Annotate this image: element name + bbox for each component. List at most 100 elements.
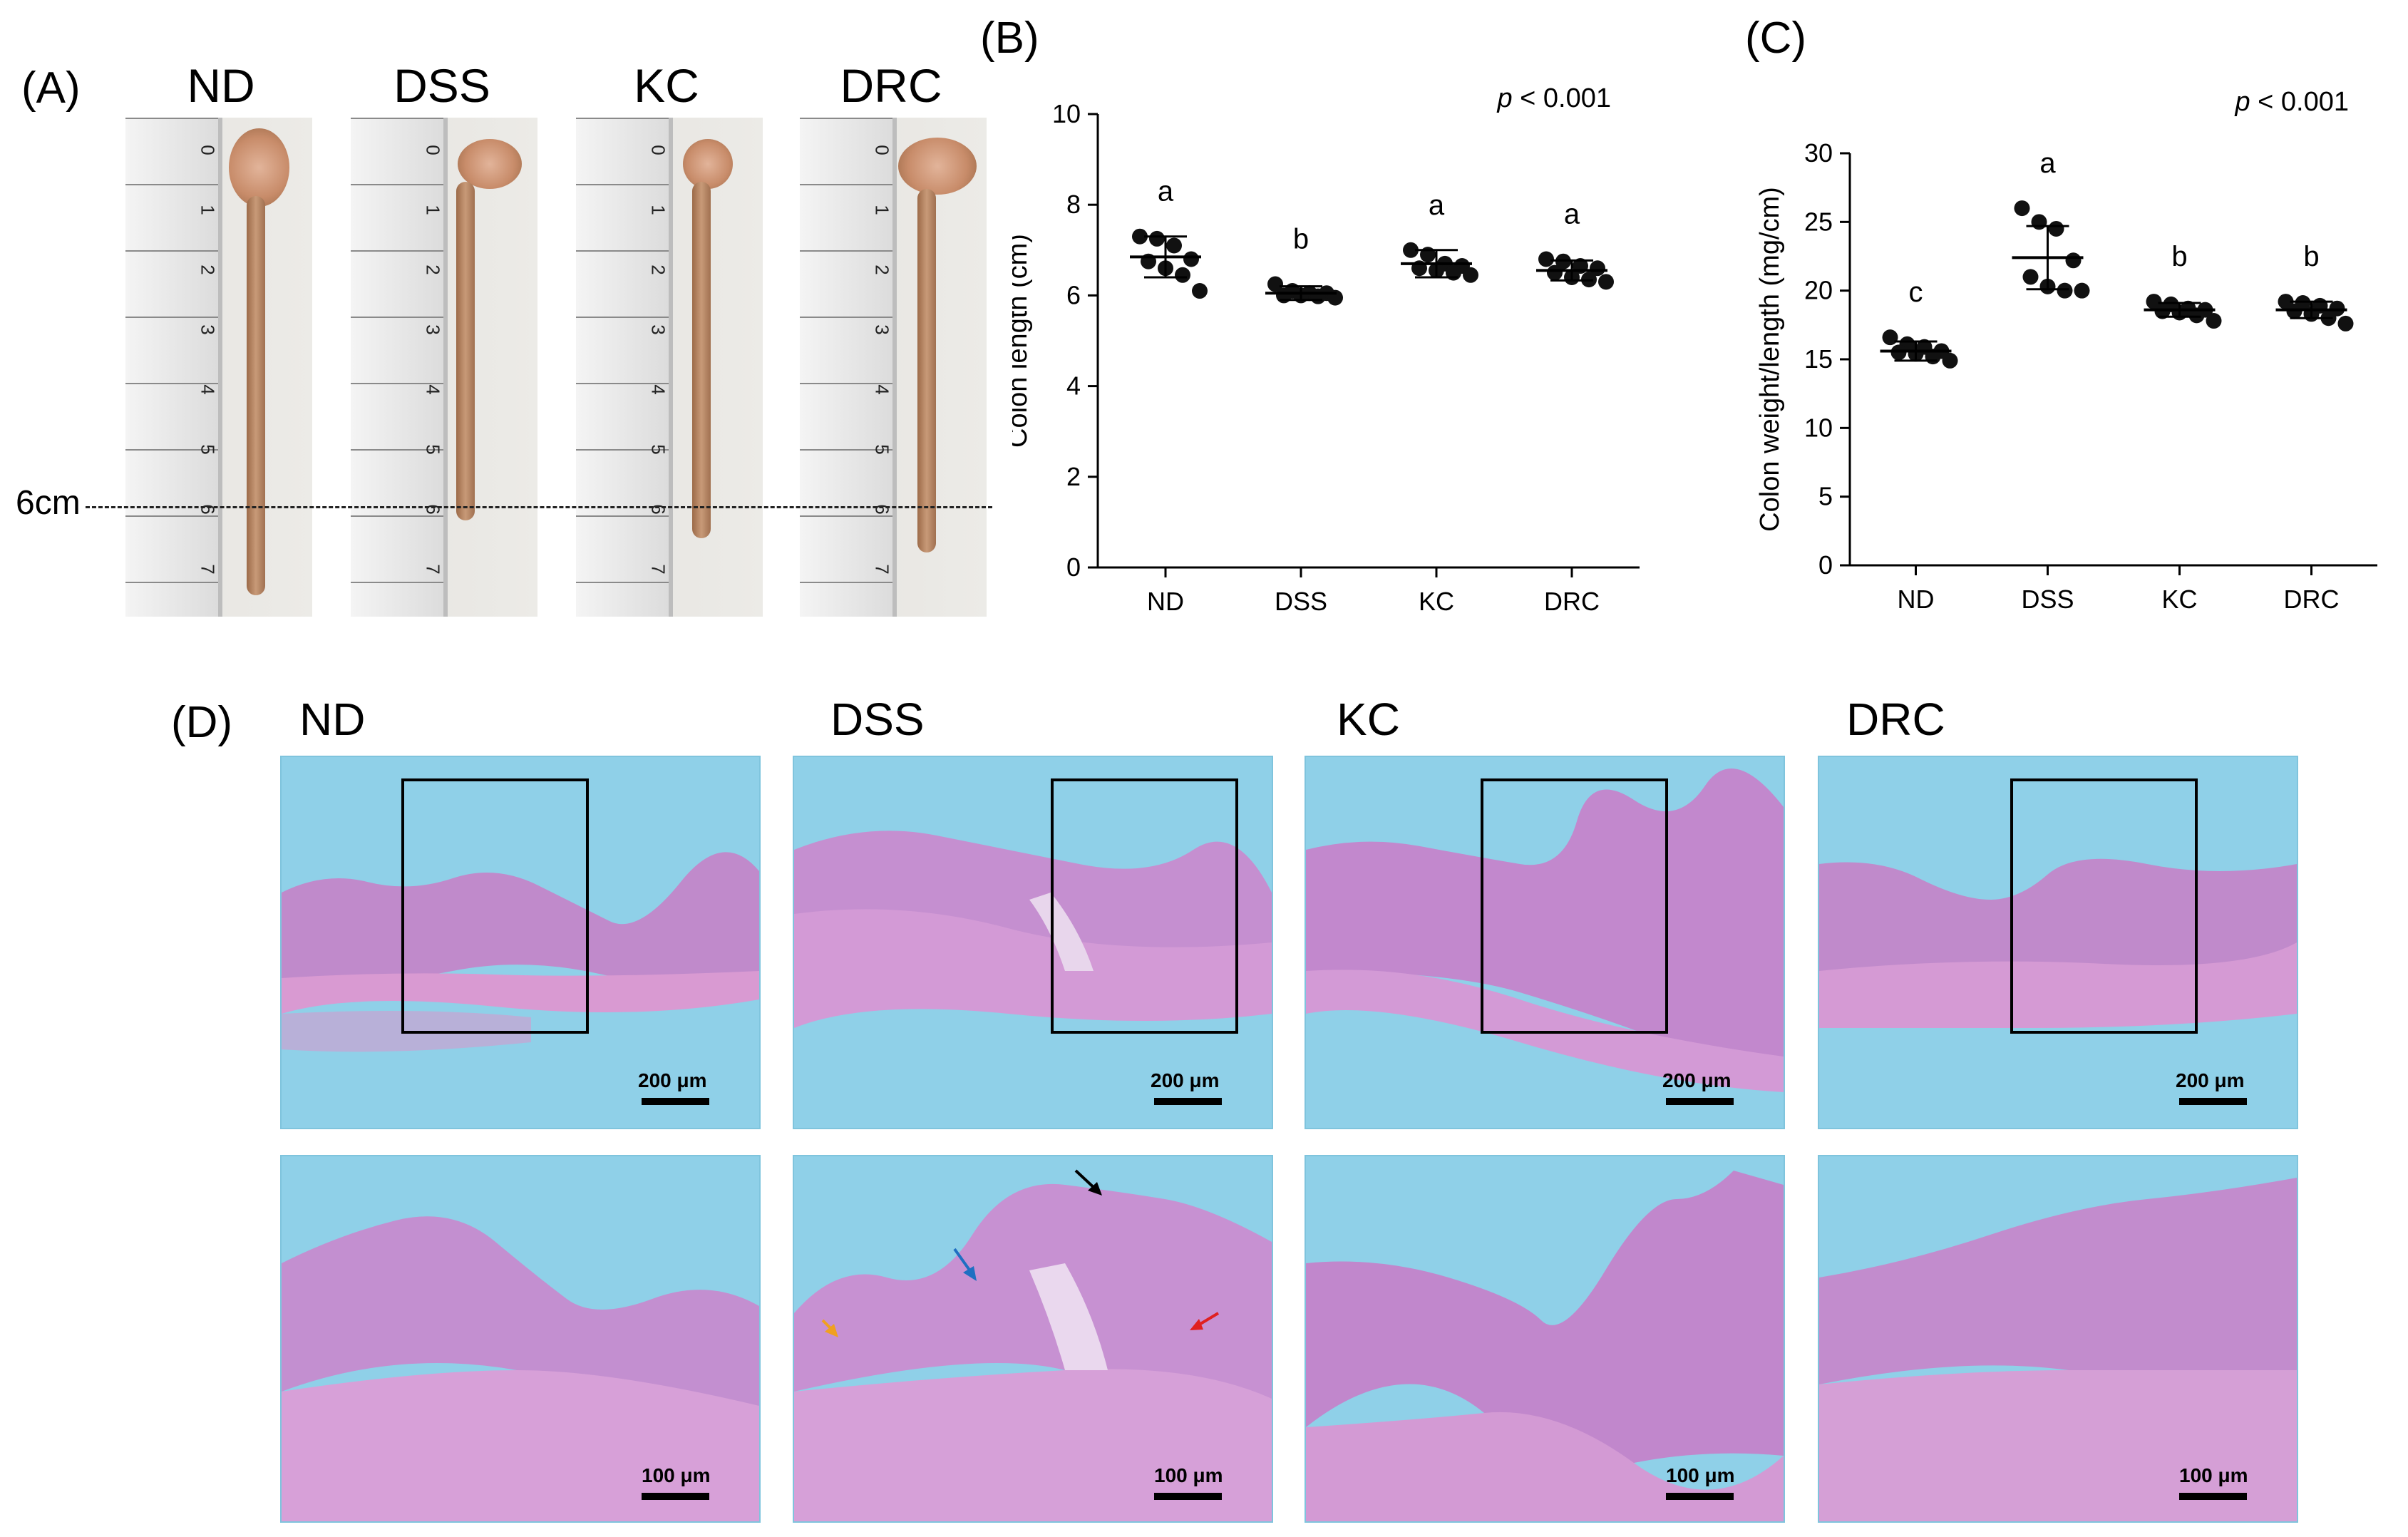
ruler: 012345678 bbox=[351, 118, 448, 617]
ruler-number: 0 bbox=[647, 145, 669, 155]
panel-d-group-label-kc: KC bbox=[1337, 694, 1400, 745]
data-point bbox=[2074, 282, 2090, 299]
data-point bbox=[1267, 276, 1283, 292]
data-point bbox=[1149, 230, 1165, 247]
y-tick-label: 2 bbox=[1066, 462, 1081, 491]
micrograph-dss-200um: 200 μm bbox=[793, 756, 1273, 1129]
scale-label: 200 μm bbox=[1151, 1069, 1220, 1091]
micrograph-nd-200um: 200 μm bbox=[280, 756, 761, 1129]
chart-b: 0 2 4 6 8 10 Colon length (cm) p < 0.001 ND a DSS b… bbox=[1012, 83, 1640, 616]
scale-label: 100 μm bbox=[1154, 1464, 1223, 1486]
x-tick-label: KC bbox=[1419, 587, 1454, 616]
ruler-number: 7 bbox=[871, 564, 893, 575]
ruler-number: 7 bbox=[422, 564, 444, 575]
data-point bbox=[1192, 283, 1208, 299]
ruler-number: 7 bbox=[197, 564, 219, 575]
panel-a-label: (A) bbox=[21, 63, 81, 113]
tissue bbox=[1819, 858, 2297, 1028]
cecum bbox=[683, 139, 733, 189]
y-tick-label: 20 bbox=[1804, 276, 1833, 305]
y-tick-label: 5 bbox=[1818, 482, 1833, 511]
data-point bbox=[2048, 220, 2064, 237]
ruler-number: 0 bbox=[197, 145, 219, 155]
panel-c-label: (C) bbox=[1745, 14, 1807, 63]
micrograph-drc-100um: 100 μm bbox=[1818, 1155, 2298, 1523]
scale-bar bbox=[1666, 1098, 1734, 1105]
scale-label: 100 μm bbox=[1666, 1464, 1735, 1486]
data-point bbox=[1175, 267, 1190, 283]
ruler-number: 3 bbox=[197, 324, 219, 335]
panel-a-group-label-drc: DRC bbox=[840, 59, 942, 112]
scale-bar bbox=[1154, 1493, 1222, 1500]
micrograph-kc-100um: 100 μm bbox=[1305, 1155, 1785, 1523]
ruler-number: 5 bbox=[647, 444, 669, 455]
y-tick-label: 0 bbox=[1066, 552, 1081, 582]
significance-letter: a bbox=[1429, 190, 1445, 221]
scale-label: 200 μm bbox=[1662, 1069, 1732, 1091]
ruler-number: 4 bbox=[422, 384, 444, 395]
tissue bbox=[282, 1216, 759, 1521]
micrograph-kc-200um: 200 μm bbox=[1305, 756, 1785, 1129]
inset-box bbox=[1481, 778, 1668, 1034]
y-tick-label: 10 bbox=[1052, 99, 1081, 128]
colon-photo-drc: 012345678 bbox=[800, 118, 987, 617]
ruler-number: 1 bbox=[647, 205, 669, 215]
y-tick-label: 8 bbox=[1066, 190, 1081, 219]
micrograph-dss-100um: 100 μm bbox=[793, 1155, 1273, 1523]
ruler-number: 4 bbox=[647, 384, 669, 395]
tissue bbox=[794, 831, 1272, 1028]
ruler: 012345678 bbox=[125, 118, 222, 617]
tissue bbox=[1819, 1178, 2297, 1521]
colon-photo-dss: 012345678 bbox=[351, 118, 537, 617]
data-point bbox=[1403, 242, 1419, 258]
ruler-number: 2 bbox=[422, 264, 444, 275]
data-point bbox=[1183, 251, 1199, 267]
y-tick-label: 30 bbox=[1804, 138, 1833, 168]
ruler-number: 2 bbox=[647, 264, 669, 275]
x-tick-label: DSS bbox=[2021, 585, 2074, 614]
data-point bbox=[1547, 264, 1563, 281]
ruler-number: 2 bbox=[871, 264, 893, 275]
panel-a-group-label-kc: KC bbox=[634, 59, 699, 112]
panel-d-group-label-nd: ND bbox=[299, 694, 366, 745]
y-tick-label: 6 bbox=[1066, 280, 1081, 309]
tissue bbox=[282, 852, 759, 1052]
data-point bbox=[2014, 200, 2030, 217]
panel-d-label: (D) bbox=[171, 698, 233, 747]
data-point bbox=[2206, 313, 2222, 329]
micrograph-nd-100um: 100 μm bbox=[280, 1155, 761, 1523]
p-value-annotation: p < 0.001 bbox=[1496, 83, 1611, 113]
inset-box bbox=[401, 778, 589, 1034]
ruler-number: 2 bbox=[197, 264, 219, 275]
scale-bar bbox=[1666, 1493, 1734, 1500]
data-point bbox=[1463, 267, 1478, 283]
ruler-number: 0 bbox=[871, 145, 893, 155]
data-point bbox=[2022, 269, 2039, 285]
y-axis-label: Colon weight/length (mg/cm) bbox=[1755, 187, 1785, 532]
ruler-number: 5 bbox=[871, 444, 893, 455]
tissue bbox=[794, 1169, 1272, 1521]
data-point bbox=[1942, 352, 1958, 369]
scale-label: 100 μm bbox=[2179, 1464, 2248, 1486]
ruler-number: 3 bbox=[871, 324, 893, 335]
significance-letter: a bbox=[2039, 148, 2056, 179]
micrograph-drc-200um: 200 μm bbox=[1818, 756, 2298, 1129]
y-tick-label: 10 bbox=[1804, 413, 1833, 442]
data-point bbox=[1310, 288, 1326, 304]
significance-letter: b bbox=[1293, 224, 1309, 255]
data-point bbox=[1590, 260, 1605, 277]
scale-label: 200 μm bbox=[638, 1069, 707, 1091]
significance-letter: c bbox=[1909, 277, 1923, 308]
panel-a-group-label-nd: ND bbox=[187, 59, 255, 112]
panel-d-group-label-dss: DSS bbox=[830, 694, 925, 745]
ruler: 012345678 bbox=[800, 118, 897, 617]
data-point bbox=[2188, 307, 2205, 324]
y-axis-label: Colon length (cm) bbox=[1012, 234, 1033, 448]
cecum bbox=[229, 128, 289, 207]
inset-box bbox=[2010, 778, 2198, 1034]
data-point bbox=[1132, 228, 1148, 245]
colon-tissue bbox=[917, 189, 936, 552]
ruler-number: 3 bbox=[647, 324, 669, 335]
x-tick-label: DSS bbox=[1275, 587, 1327, 616]
colon-tissue bbox=[692, 182, 711, 538]
